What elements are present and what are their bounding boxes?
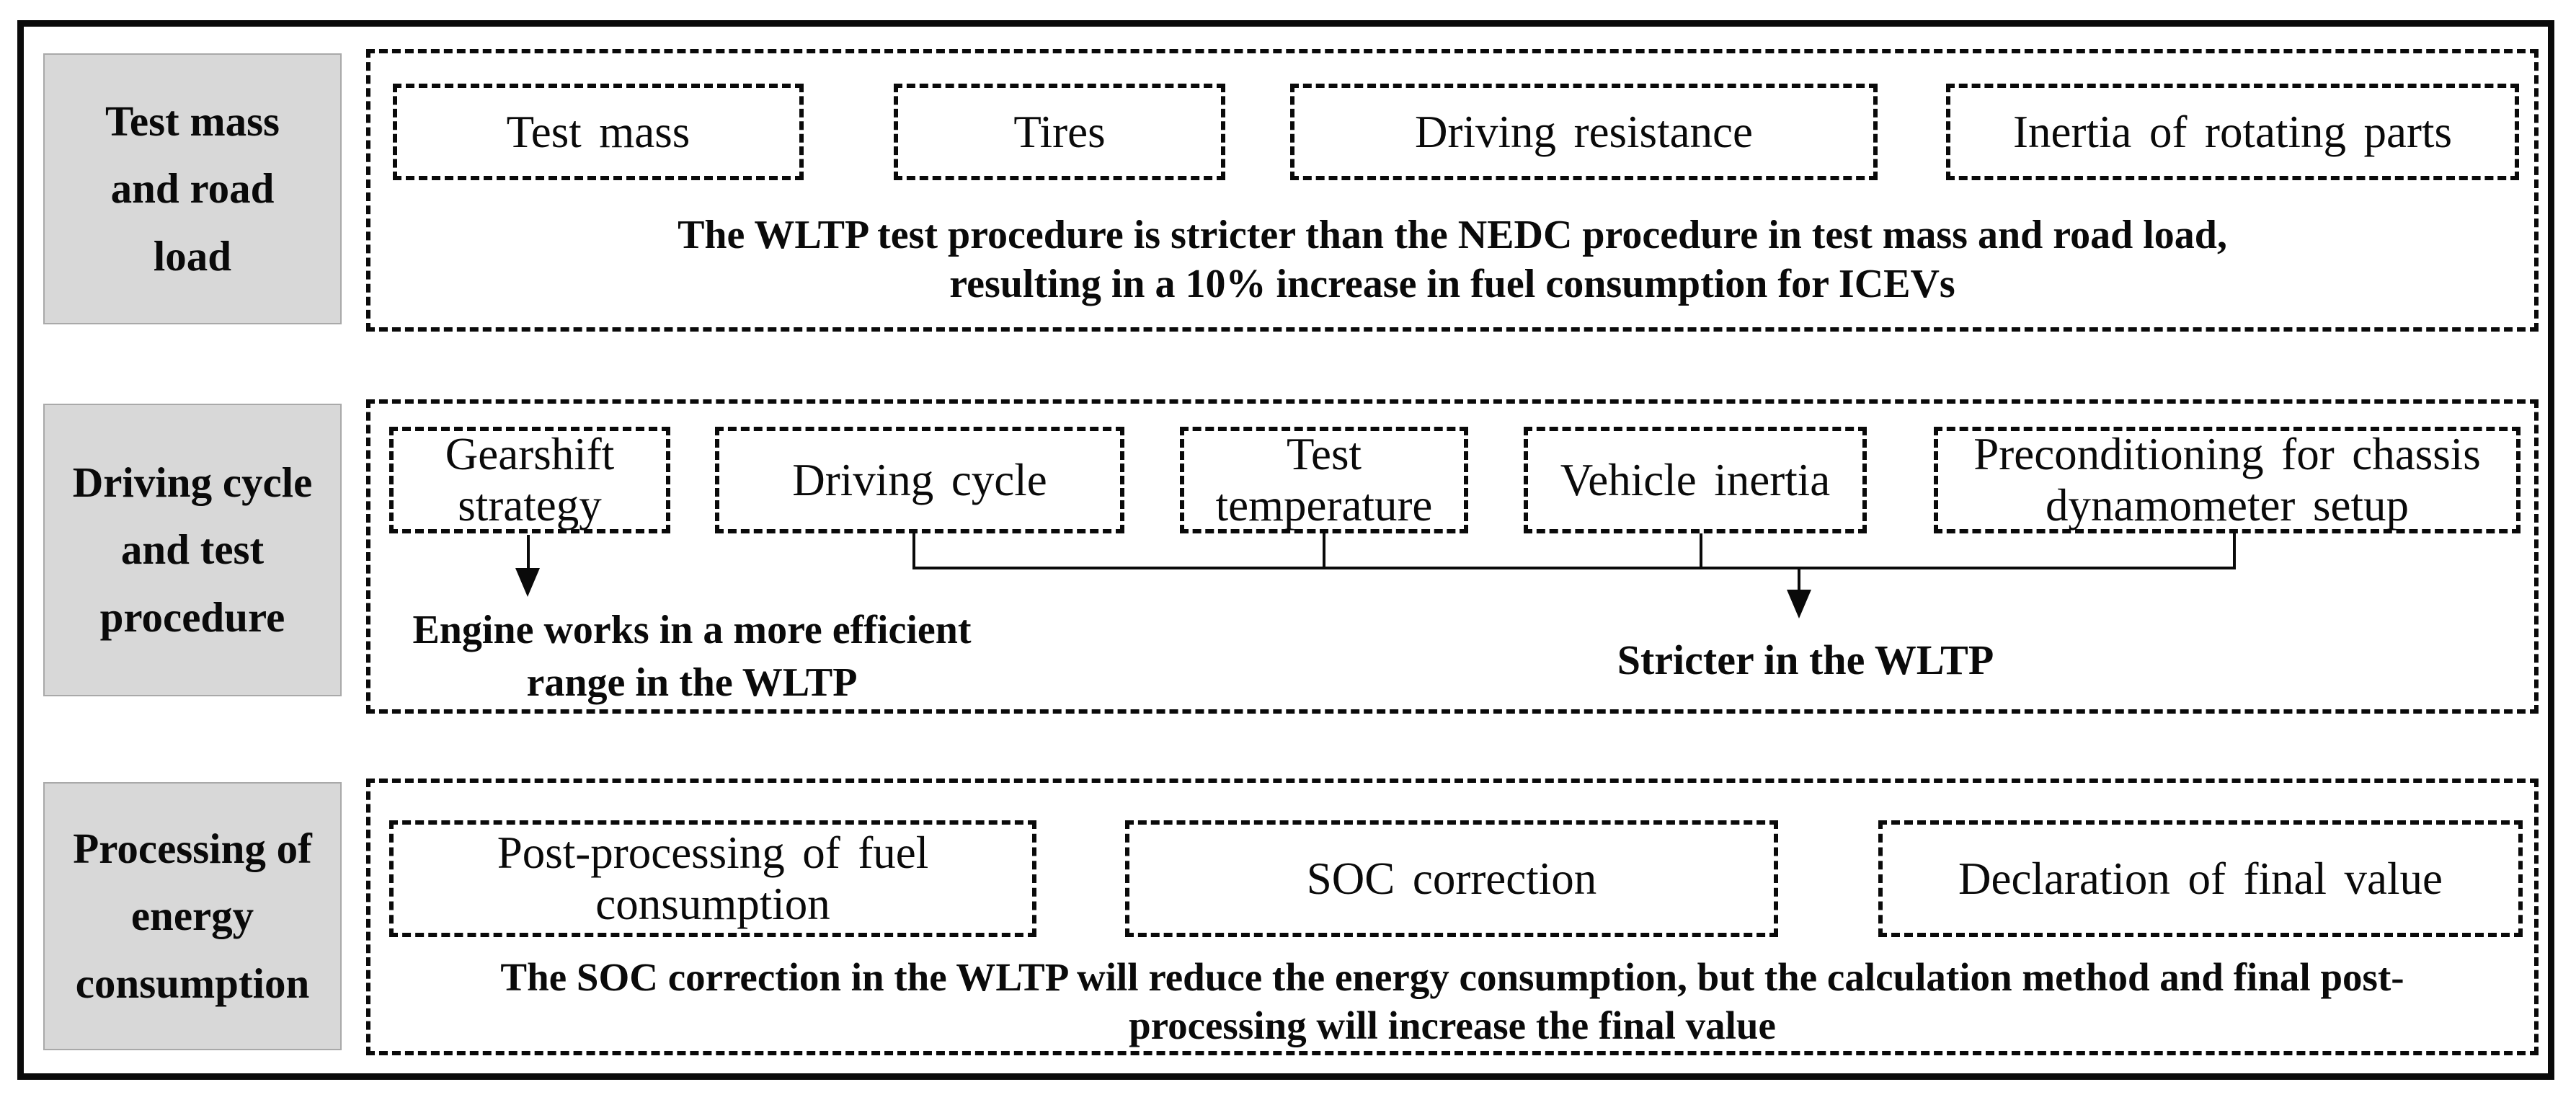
box-vehicle-inertia: Vehicle inertia (1524, 427, 1867, 533)
bracket-drop-test-temperature (1323, 533, 1325, 568)
box-preconditioning-chassis-dynamometer: Preconditioning for chassis dynamometer … (1934, 427, 2521, 533)
gearshift-arrow-head-icon (515, 568, 540, 597)
row-label-test-mass-and-road-load: Test mass and road load (43, 53, 342, 324)
bracket-drop-preconditioning (2233, 533, 2236, 568)
box-gearshift-strategy: Gearshift strategy (389, 427, 670, 533)
diagram-outer-frame (17, 20, 2554, 1080)
box-driving-cycle: Driving cycle (715, 427, 1124, 533)
bracket-arrow-head-icon (1787, 590, 1811, 618)
row3-dashed-container (366, 779, 2539, 1055)
box-inertia-of-rotating-parts: Inertia of rotating parts (1946, 84, 2519, 180)
bracket-drop-driving-cycle (912, 533, 915, 568)
bracket-horizontal-line (912, 567, 2236, 569)
row2-dashed-container (366, 399, 2539, 714)
box-driving-resistance: Driving resistance (1290, 84, 1878, 180)
gearshift-arrow-line (527, 535, 530, 571)
note-stricter-in-wltp: Stricter in the WLTP (1617, 637, 1994, 683)
box-soc-correction: SOC correction (1125, 820, 1778, 937)
box-test-mass: Test mass (393, 84, 804, 180)
row1-caption: The WLTP test procedure is stricter than… (678, 213, 2227, 307)
bracket-drop-vehicle-inertia (1700, 533, 1702, 568)
row-label-driving-cycle-and-test-procedure: Driving cycle and test procedure (43, 404, 342, 696)
note-engine-efficiency: Engine works in a more efficient range i… (412, 608, 972, 705)
bracket-arrow-line (1798, 569, 1800, 591)
row3-caption: The SOC correction in the WLTP will redu… (500, 955, 2404, 1048)
box-test-temperature: Test temperature (1180, 427, 1468, 533)
box-declaration-of-final-value: Declaration of final value (1878, 820, 2523, 937)
row1-dashed-container (366, 49, 2539, 332)
box-post-processing-of-fuel-consumption: Post-processing of fuel consumption (389, 820, 1036, 937)
row-label-processing-of-energy-consumption: Processing of energy consumption (43, 782, 342, 1050)
box-tires: Tires (894, 84, 1225, 180)
